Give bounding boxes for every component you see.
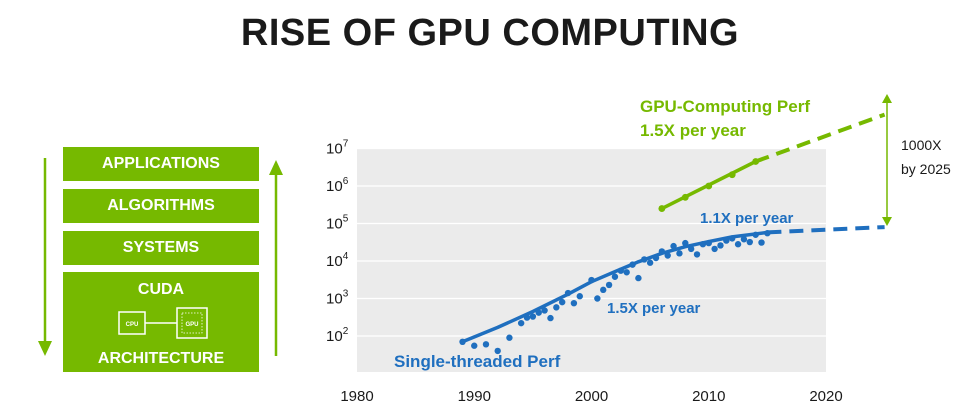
single-thread-data-point: [459, 338, 466, 346]
x-tick-label: 1990: [458, 388, 491, 405]
single-thread-data-point: [600, 286, 607, 294]
x-tick-label: 2010: [692, 388, 725, 405]
slide-title: RISE OF GPU COMPUTING: [240, 12, 740, 54]
cpu-gpu-icon: CPU GPU: [118, 307, 208, 339]
single-thread-data-point: [641, 256, 648, 263]
single-thread-data-point: [670, 242, 677, 250]
single-thread-data-point: [629, 261, 636, 268]
gpu-data-point: [705, 182, 713, 190]
single-thread-data-point: [705, 239, 712, 247]
single-thread-data-point: [594, 295, 601, 302]
single-thread-data-point: [752, 231, 759, 238]
gpu-chip-label: GPU: [185, 322, 198, 328]
single-thread-data-point: [517, 319, 525, 327]
gap-bracket-arrow-down: [882, 217, 892, 226]
single-thread-trend-line: [460, 230, 770, 344]
x-tick-label: 1980: [340, 388, 373, 405]
stack-layer-systems: SYSTEMS: [63, 231, 259, 265]
single-thread-data-point: [553, 304, 560, 311]
single-thread-data-point: [558, 298, 566, 306]
single-thread-data-point: [687, 245, 695, 253]
single-thread-data-point: [682, 239, 689, 247]
cuda-label: CUDA: [137, 281, 185, 298]
single-thread-data-point: [658, 248, 666, 255]
y-tick-label: 103: [326, 289, 349, 308]
single-thread-data-point: [740, 236, 748, 243]
gpu-data-point: [681, 193, 689, 201]
single-thread-data-point: [717, 242, 724, 249]
gap-annotation-year: by 2025: [901, 161, 951, 177]
single-thread-data-point: [729, 235, 736, 242]
single-thread-data-point: [529, 313, 537, 320]
single-thread-rate-early: 1.5X per year: [607, 300, 701, 317]
stack-layer-applications: APPLICATIONS: [63, 147, 259, 181]
single-thread-data-point: [635, 274, 642, 282]
gpu-series-label: GPU-Computing Perf: [640, 97, 810, 116]
y-tick-label: 102: [326, 326, 349, 345]
single-thread-data-point: [699, 241, 707, 248]
architecture-label: ARCHITECTURE: [97, 350, 225, 367]
gpu-projection-line: [754, 112, 886, 164]
single-thread-projection-line: [767, 225, 885, 235]
single-thread-data-point: [588, 276, 595, 284]
single-thread-rate-recent: 1.1X per year: [700, 210, 794, 227]
single-thread-data-point: [523, 314, 531, 321]
single-thread-data-point: [471, 342, 478, 349]
stack-layer-label: SYSTEMS: [122, 239, 200, 256]
gap-bracket-arrow-up: [882, 94, 892, 103]
single-thread-data-point: [723, 237, 730, 244]
single-thread-data-point: [734, 241, 742, 248]
x-tick-label: 2000: [575, 388, 608, 405]
y-tick-label: 106: [326, 176, 349, 195]
stack-layer-cuda: CUDA CPU GPU ARCHITECTURE: [63, 272, 259, 372]
single-thread-data-point: [576, 293, 583, 300]
stack-layer-algorithms: ALGORITHMS: [63, 189, 259, 223]
single-thread-data-point: [646, 259, 654, 266]
gpu-rate-annotation: 1.5X per year: [640, 121, 746, 140]
single-thread-series-label: Single-threaded Perf: [394, 352, 561, 371]
single-thread-data-point: [605, 281, 613, 289]
single-thread-data-point: [611, 273, 619, 280]
plot-background: [357, 148, 826, 372]
single-thread-data-point: [494, 347, 501, 355]
single-thread-data-point: [758, 239, 765, 246]
stack-layer-label: ALGORITHMS: [107, 197, 215, 214]
single-thread-data-point: [676, 250, 683, 257]
single-thread-data-point: [570, 299, 578, 307]
single-thread-data-point: [482, 341, 490, 348]
cpu-chip-label: CPU: [126, 322, 139, 328]
x-tick-label: 2020: [809, 388, 842, 405]
gpu-data-point: [658, 205, 666, 212]
single-thread-data-point: [564, 289, 572, 297]
single-thread-data-point: [652, 254, 660, 262]
single-thread-data-point: [535, 309, 542, 316]
single-thread-data-point: [711, 245, 718, 253]
single-thread-data-point: [506, 334, 513, 341]
y-tick-label: 107: [326, 139, 349, 158]
gpu-data-point: [728, 171, 736, 179]
y-tick-label: 104: [326, 251, 349, 270]
single-thread-data-point: [623, 269, 630, 276]
single-thread-data-point: [541, 307, 548, 314]
y-tick-label: 105: [326, 214, 349, 233]
single-thread-data-point: [547, 314, 554, 322]
stack-layer-label: APPLICATIONS: [102, 155, 220, 172]
single-thread-data-point: [764, 230, 771, 237]
single-thread-data-point: [664, 252, 671, 259]
gpu-data-point: [752, 158, 760, 165]
gap-annotation-1000x: 1000X: [901, 137, 942, 153]
single-thread-data-point: [693, 251, 701, 258]
single-thread-data-point: [746, 238, 753, 246]
single-thread-data-point: [617, 267, 625, 274]
